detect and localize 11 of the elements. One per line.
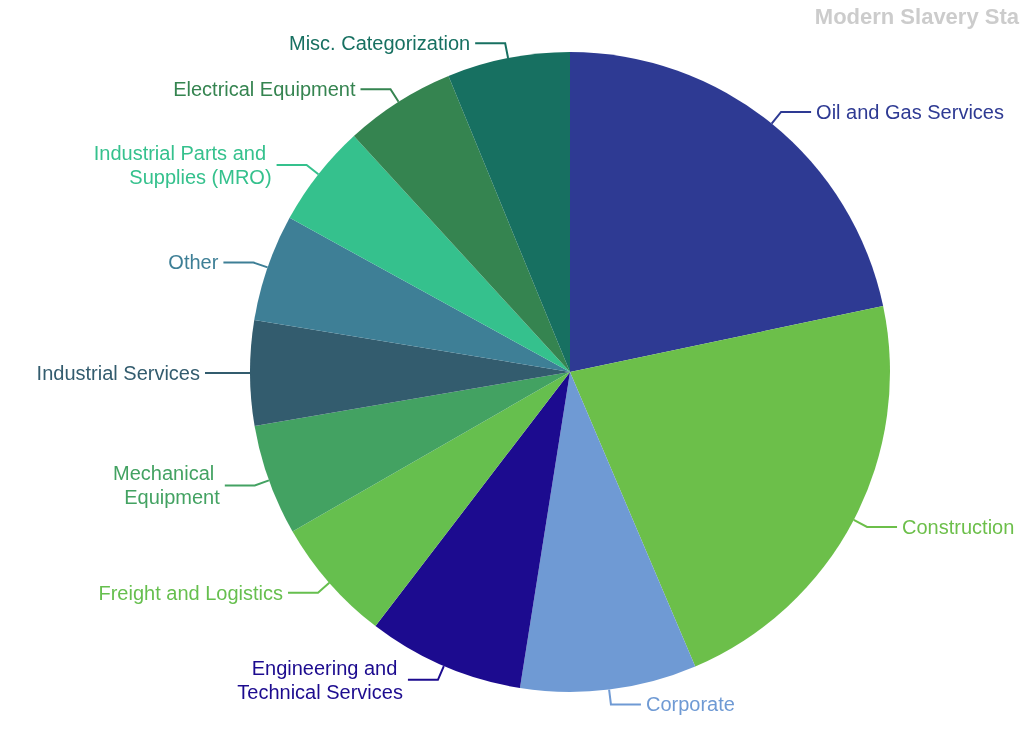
slice-label: Other	[168, 251, 219, 274]
slice-label: Engineering and Technical Services	[237, 656, 403, 703]
slice-label: Oil and Gas Services	[816, 100, 1004, 123]
slice-label: Electrical Equipment	[173, 78, 356, 101]
slice-label: Freight and Logistics	[98, 581, 284, 604]
slice-label: Industrial Services	[36, 362, 200, 385]
slice-label: Industrial Parts and Supplies (MRO)	[93, 142, 272, 189]
slice-label: Mechanical Equipment	[113, 462, 221, 509]
slice-label: Corporate	[645, 693, 735, 716]
slice-label: Construction	[902, 515, 1015, 538]
slice-label: Misc. Categorization	[288, 32, 471, 55]
